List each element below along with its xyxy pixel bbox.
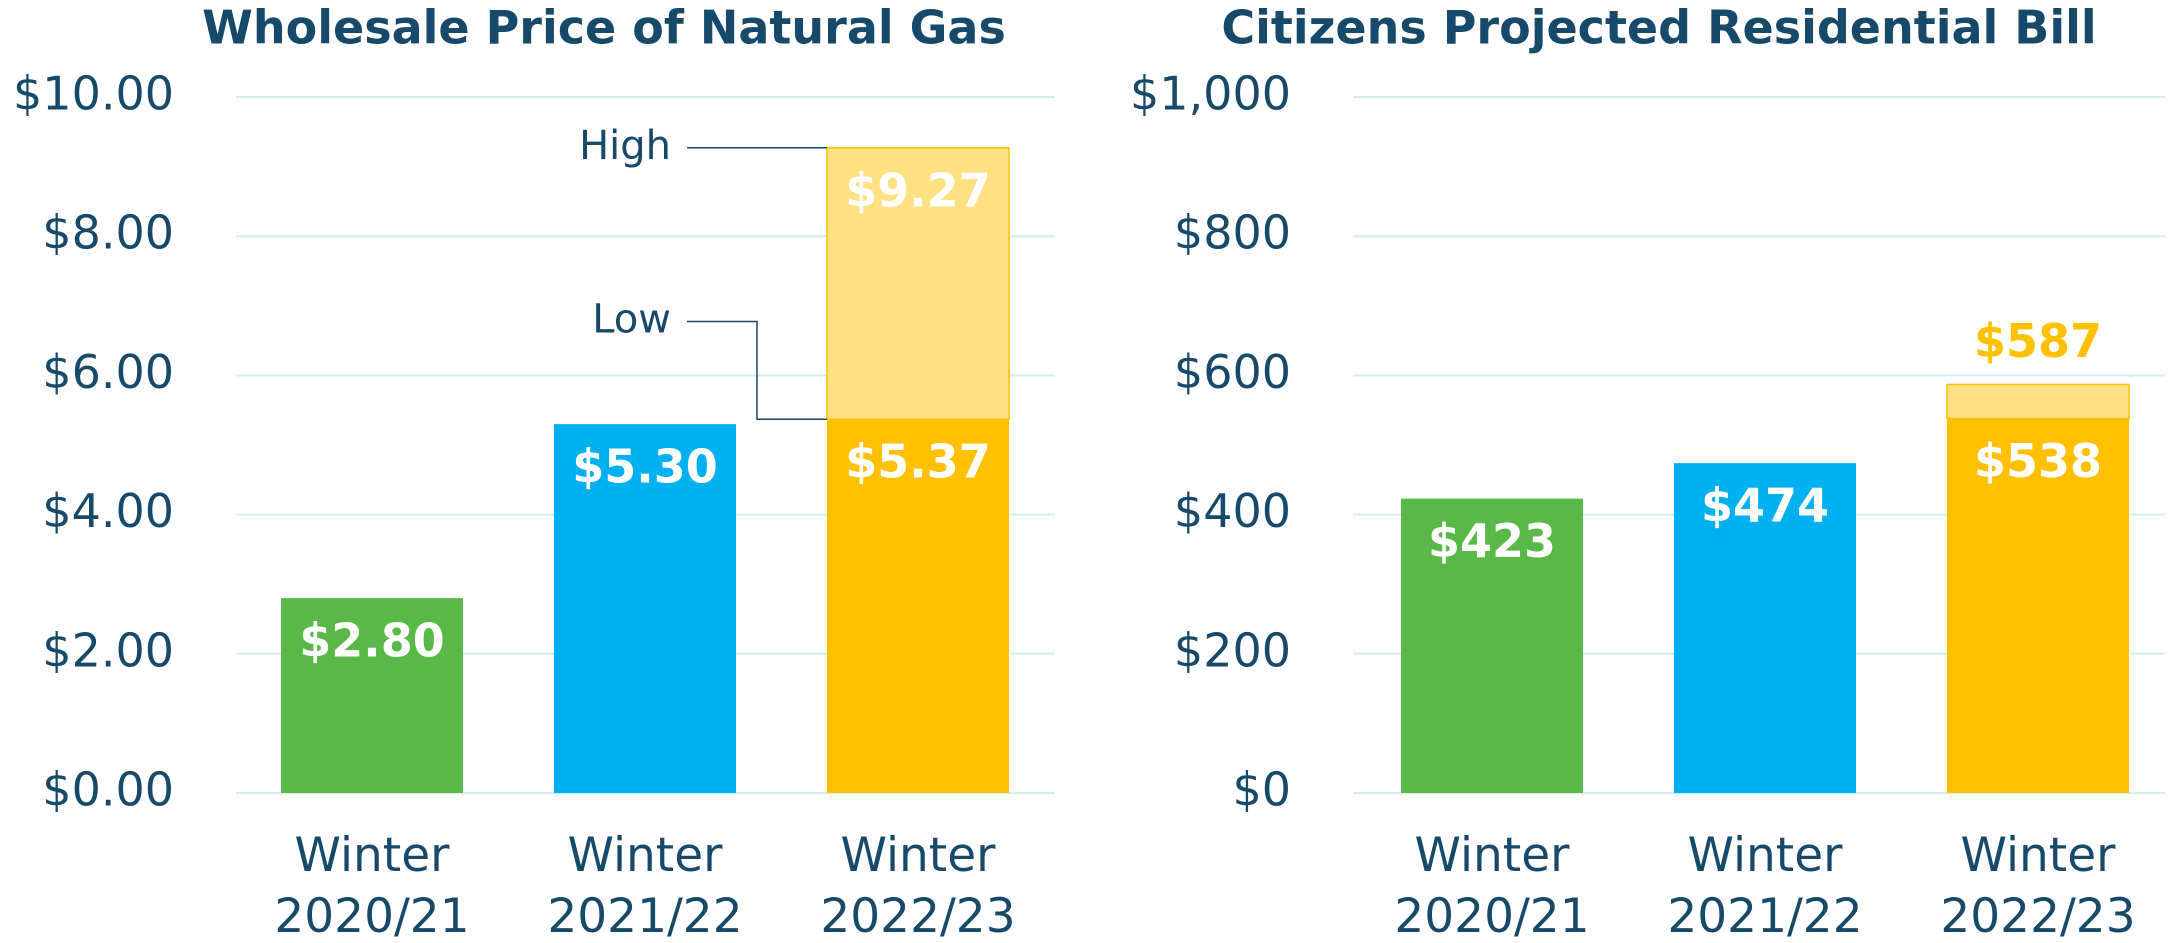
value-label: $423: [1428, 514, 1556, 568]
x-tick-label: Winter 2022/23: [1940, 828, 2135, 943]
chart-title: Wholesale Price of Natural Gas: [202, 1, 1006, 55]
y-tick-label: $6.00: [42, 345, 174, 399]
y-tick-label: $2.00: [42, 623, 174, 677]
value-label: $538: [1974, 434, 2102, 488]
y-tick-label: $0: [1232, 763, 1291, 817]
y-tick-label: $8.00: [42, 206, 174, 260]
high-range: [1946, 383, 2130, 420]
bar: [1674, 463, 1856, 793]
bar: [827, 419, 1009, 793]
x-tick-label: Winter 2022/23: [820, 828, 1015, 943]
high-range: [826, 147, 1010, 420]
y-tick-label: $1,000: [1130, 67, 1291, 121]
y-tick-label: $800: [1174, 206, 1291, 260]
annotation: High: [579, 123, 671, 169]
value-label: $474: [1701, 479, 1829, 533]
value-label: $9.27: [845, 163, 991, 217]
y-tick-label: $600: [1174, 345, 1291, 399]
x-tick-label: Winter 2021/22: [547, 828, 742, 943]
value-label: $5.37: [845, 435, 991, 489]
y-tick-label: $4.00: [42, 484, 174, 538]
value-label: $2.80: [299, 614, 445, 668]
x-tick-label: Winter 2020/21: [1394, 828, 1589, 943]
value-label: $5.30: [572, 440, 718, 494]
y-tick-label: $0.00: [42, 763, 174, 817]
x-tick-label: Winter 2021/22: [1667, 828, 1862, 943]
y-tick-label: $200: [1174, 623, 1291, 677]
y-tick-label: $10.00: [13, 67, 174, 121]
y-tick-label: $400: [1174, 484, 1291, 538]
bar: [554, 424, 736, 793]
x-tick-label: Winter 2020/21: [274, 828, 469, 943]
chart-title: Citizens Projected Residential Bill: [1221, 1, 2096, 55]
bar: [1947, 418, 2129, 793]
bar: [1401, 498, 1583, 793]
bar: [281, 598, 463, 793]
value-label: $587: [1974, 314, 2102, 368]
leader-line: [687, 320, 827, 420]
annotation: Low: [592, 297, 671, 343]
